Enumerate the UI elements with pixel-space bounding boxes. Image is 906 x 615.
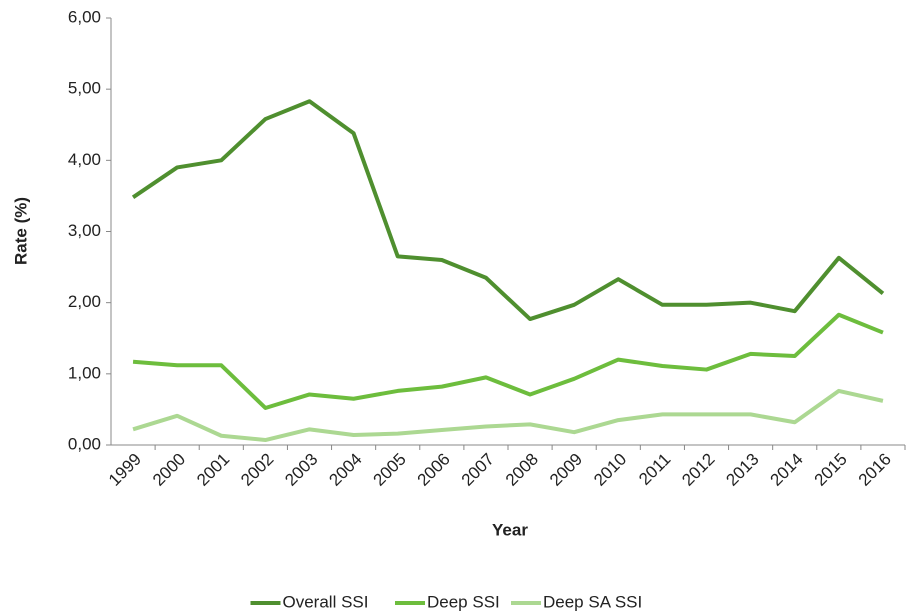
x-tick-label: 1999 (105, 450, 145, 490)
y-tick-label: 0,00 (68, 434, 101, 453)
y-tick-label: 3,00 (68, 221, 101, 240)
legend: Overall SSI Deep SSI Deep SA SSI (250, 592, 642, 611)
y-axis-title: Rate (%) (11, 197, 30, 265)
x-tick-label: 2012 (678, 450, 718, 490)
x-tick-label: 2008 (502, 450, 542, 490)
x-tick-label: 2005 (370, 450, 410, 490)
x-tick-label: 2007 (458, 450, 498, 490)
x-tick-label: 2011 (635, 450, 674, 489)
x-tick-label: 2003 (281, 450, 321, 490)
x-tick-label: 2014 (767, 450, 807, 490)
legend-label: Deep SA SSI (543, 592, 642, 611)
y-tick-label: 4,00 (68, 150, 101, 169)
x-tick-label: 2002 (237, 450, 277, 490)
x-tick-label: 2013 (722, 450, 762, 490)
series-line (132, 388, 884, 443)
y-tick-label: 5,00 (68, 79, 101, 98)
x-tick-label: 2004 (325, 450, 365, 490)
x-tick-label: 2009 (546, 450, 586, 490)
y-tick-label: 2,00 (68, 292, 101, 311)
x-tick-label: 2000 (149, 450, 189, 490)
x-tick-label: 2006 (414, 450, 454, 490)
y-tick-label: 1,00 (68, 363, 101, 382)
series-line (131, 99, 885, 322)
y-tick-label: 6,00 (68, 7, 101, 26)
x-tick-label: 2010 (590, 450, 630, 490)
x-tick-label: 2001 (193, 450, 233, 490)
series-line (132, 312, 884, 410)
legend-label: Deep SSI (427, 592, 500, 611)
x-axis-title: Year (492, 520, 528, 539)
x-tick-label: 2016 (855, 450, 895, 490)
legend-label: Overall SSI (283, 592, 369, 611)
x-tick-label: 2015 (811, 450, 851, 490)
